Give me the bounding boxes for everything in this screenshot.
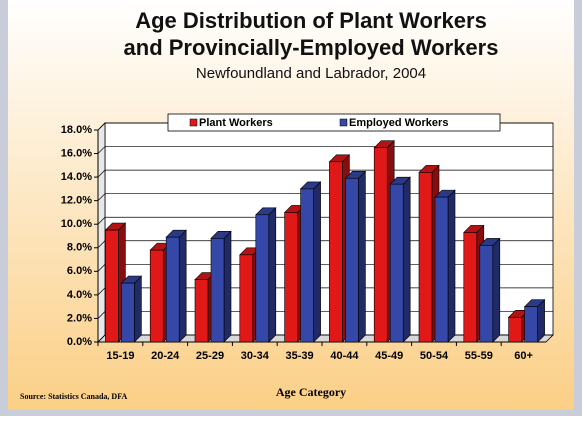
bar: [300, 188, 314, 343]
x-tick-label: 20-24: [151, 350, 180, 362]
x-tick-label: 60+: [514, 350, 533, 362]
bar: [255, 214, 270, 343]
bar-side: [358, 170, 366, 343]
bar: [463, 232, 478, 343]
y-tick-label: 16.0%: [61, 147, 92, 159]
bar-side: [134, 275, 142, 343]
bar: [284, 212, 298, 343]
bar-side: [223, 230, 232, 343]
bar: [418, 172, 433, 343]
x-tick-label: 15-19: [106, 350, 134, 362]
bar: [524, 306, 538, 343]
y-tick-label: 12.0%: [61, 195, 92, 207]
legend-label: Plant Workers: [199, 117, 273, 129]
x-tick-label: 25-29: [196, 350, 224, 362]
bar: [239, 254, 254, 343]
bar: [165, 236, 180, 343]
x-tick-label: 45-49: [375, 350, 403, 362]
bar: [389, 183, 404, 343]
y-tick-label: 14.0%: [61, 171, 92, 183]
y-tick-label: 4.0%: [67, 289, 92, 301]
chart-title: Age Distribution of Plant Workers: [135, 8, 487, 33]
grid-line: [97, 169, 553, 178]
bar: [373, 147, 388, 343]
bar-side: [447, 189, 456, 343]
x-tick-label: 55-59: [465, 350, 493, 362]
y-tick-label: 10.0%: [61, 218, 92, 230]
source: Source: Statistics Canada, DFA: [20, 392, 127, 401]
y-tick-label: 0.0%: [67, 336, 92, 348]
legend-box: [167, 113, 501, 132]
bar: [149, 249, 164, 343]
chart-subtitle: Newfoundland and Labrador, 2004: [196, 65, 426, 82]
legend-swatch: [339, 118, 348, 127]
bar-side: [492, 237, 501, 343]
chart-title: and Provincially-Employed Workers: [124, 35, 499, 60]
y-tick-label: 18.0%: [61, 124, 92, 136]
bar: [210, 238, 225, 343]
x-tick-label: 50-54: [420, 350, 449, 362]
x-tick-label: 35-39: [286, 350, 314, 362]
bar-side: [313, 181, 321, 343]
bar: [508, 316, 522, 343]
bar-side: [268, 207, 277, 343]
bar: [434, 196, 449, 343]
y-tick-label: 2.0%: [67, 312, 92, 324]
bar: [345, 177, 359, 343]
x-tick-label: 40-44: [330, 350, 359, 362]
y-tick-label: 6.0%: [67, 265, 92, 277]
bar: [329, 161, 343, 343]
side-wall: [97, 122, 106, 343]
legend-label: Employed Workers: [349, 117, 448, 129]
bar-side: [178, 229, 187, 343]
y-tick-label: 8.0%: [67, 242, 92, 254]
bar: [194, 279, 209, 343]
bar-side: [402, 176, 411, 343]
x-axis-label: Age Category: [276, 385, 346, 399]
bar: [479, 245, 494, 343]
x-tick-label: 30-34: [241, 350, 270, 362]
bar: [121, 282, 135, 343]
bar: [105, 229, 119, 343]
grid-line: [97, 146, 553, 154]
legend-swatch: [189, 118, 198, 127]
